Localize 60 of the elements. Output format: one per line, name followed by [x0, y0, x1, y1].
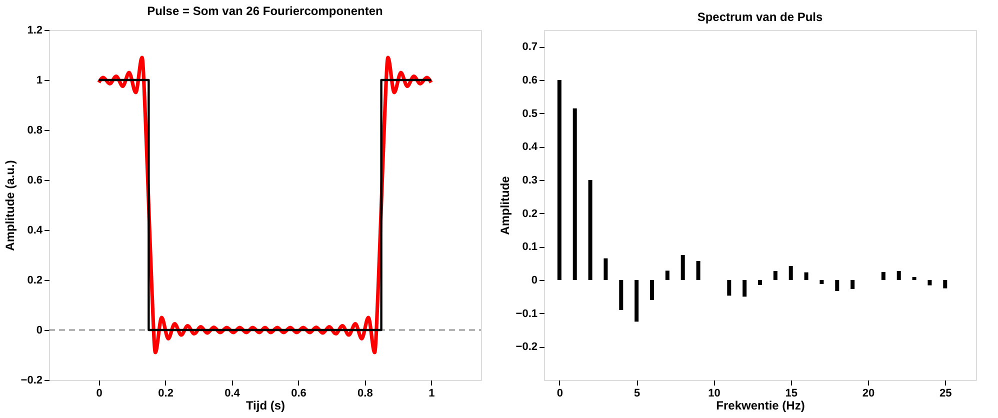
- x-tick-label: 25: [940, 388, 952, 400]
- bar: [928, 280, 932, 286]
- bar: [557, 80, 562, 280]
- bar: [850, 280, 855, 289]
- y-tick-label: 1.2: [27, 24, 42, 36]
- bar: [680, 255, 685, 280]
- x-tick-label: 0: [556, 388, 563, 400]
- bar: [742, 280, 747, 297]
- y-axis-title: Amplitude (a.u.): [2, 160, 17, 251]
- y-tick-label: 0.1: [522, 241, 538, 254]
- y-tick-label: 0.4: [27, 224, 44, 236]
- bar: [773, 271, 778, 280]
- bar: [943, 280, 948, 288]
- bar: [572, 108, 577, 280]
- y-tick-label: 0: [531, 274, 538, 286]
- bar: [588, 180, 592, 280]
- bar: [896, 271, 901, 280]
- y-tick-label: 0.4: [522, 141, 538, 154]
- y-tick-label: 0.5: [522, 108, 538, 120]
- x-axis-title: Tijd (s): [246, 398, 286, 412]
- x-tick-label: 0.2: [158, 388, 174, 400]
- bar: [604, 258, 608, 280]
- bar: [696, 261, 700, 280]
- bar: [788, 266, 793, 280]
- x-tick-label: 1: [428, 388, 435, 400]
- y-tick-label: 0.6: [522, 74, 538, 86]
- y-tick-label: 0.2: [27, 274, 42, 286]
- bar: [758, 280, 762, 285]
- x-axis-title: Frekwentie (Hz): [716, 398, 805, 412]
- y-tick-label: 0.7: [522, 41, 538, 54]
- y-tick-label: −0.2: [20, 374, 42, 386]
- bar: [650, 280, 654, 300]
- bar: [619, 280, 624, 310]
- chart-title: Spectrum van de Puls: [697, 10, 824, 24]
- x-tick-label: 10: [708, 388, 720, 400]
- bar: [912, 277, 916, 280]
- y-tick-label: 0.3: [522, 174, 538, 186]
- x-tick-label: 20: [862, 388, 875, 400]
- bar: [665, 270, 670, 280]
- x-tick-label: 15: [785, 388, 798, 400]
- bar: [804, 272, 808, 280]
- x-tick-label: 0: [96, 388, 102, 400]
- x-tick-label: 0.6: [291, 388, 306, 400]
- y-axis-title: Amplitude: [498, 176, 512, 235]
- y-tick-label: 0.8: [27, 124, 42, 136]
- bar: [634, 280, 639, 322]
- bar: [881, 272, 886, 280]
- chart-title: Pulse = Som van 26 Fouriercomponenten: [147, 4, 383, 18]
- y-tick-label: 0.2: [522, 208, 538, 220]
- x-tick-label: 0.8: [358, 388, 373, 400]
- x-tick-label: 0.4: [224, 388, 241, 400]
- bar: [820, 280, 824, 284]
- bar: [727, 280, 732, 296]
- y-tick-label: −0.1: [516, 308, 538, 320]
- x-tick-label: 5: [634, 388, 640, 400]
- y-tick-label: 0.6: [27, 174, 42, 186]
- y-tick-label: 1: [36, 74, 42, 86]
- y-tick-label: −0.2: [516, 341, 538, 354]
- bar: [835, 280, 840, 291]
- y-tick-label: 0: [36, 324, 42, 336]
